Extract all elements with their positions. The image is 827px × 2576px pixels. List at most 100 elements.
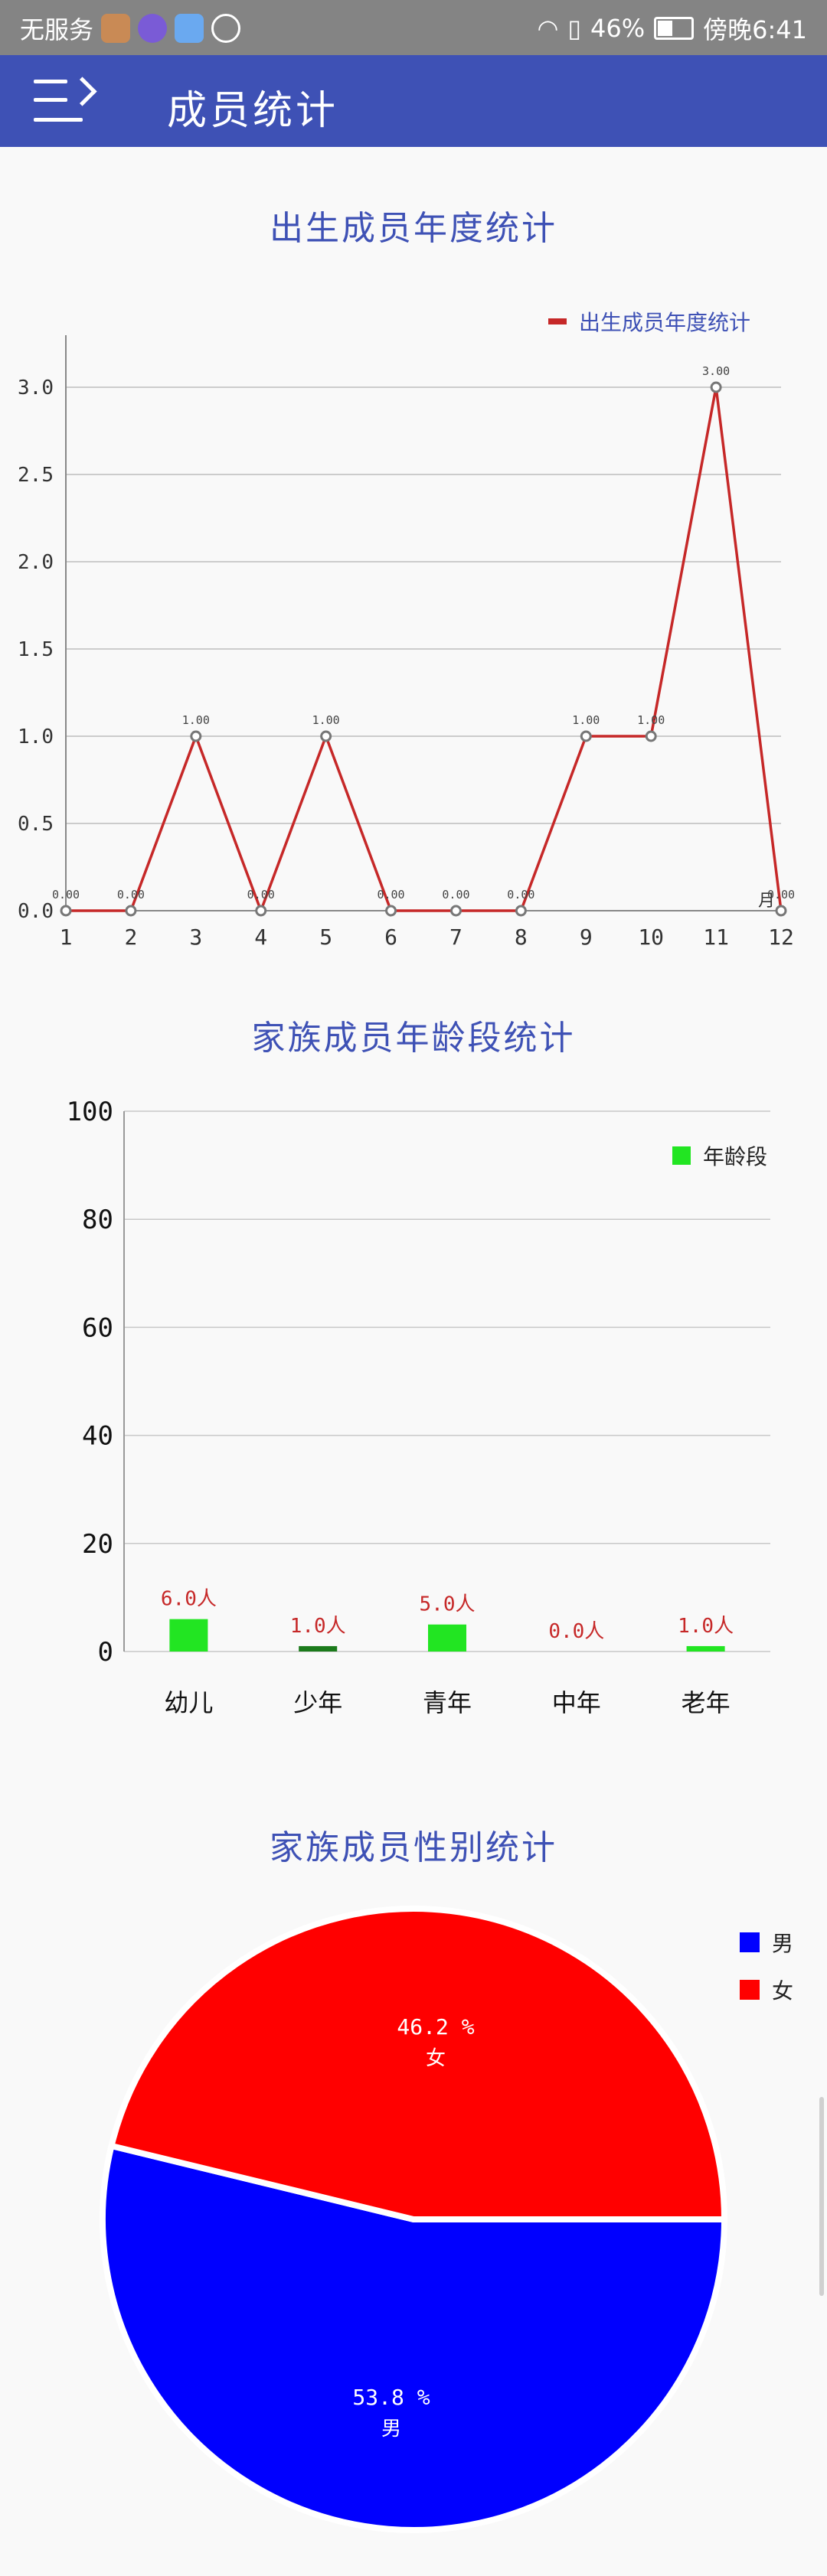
bar	[428, 1624, 466, 1652]
legend-item-male: 男	[740, 1927, 793, 1958]
y-tick-label: 0.5	[18, 813, 54, 836]
data-label: 1.00	[572, 713, 600, 727]
x-tick-label: 少年	[293, 1688, 342, 1717]
y-tick-label: 3.0	[18, 377, 54, 399]
x-tick-label: 12	[768, 924, 794, 950]
battery-percent: 46%	[590, 14, 646, 43]
pie-slice	[100, 2142, 728, 2533]
carrier-text: 无服务	[20, 15, 94, 44]
x-tick-label: 9	[580, 924, 593, 950]
line-chart-legend: 出生成员年度统计	[548, 306, 750, 337]
data-point	[385, 905, 397, 917]
clock: 傍晚6:41	[703, 15, 807, 44]
data-label: 1.0人	[678, 1615, 734, 1638]
y-tick-label: 1.5	[18, 638, 54, 661]
battery-icon	[654, 17, 695, 40]
bar	[686, 1645, 725, 1652]
data-point	[710, 381, 722, 393]
legend-swatch	[672, 1146, 691, 1165]
x-tick-label: 7	[449, 924, 463, 950]
pie-chart: 53.8 % 男 46.2 % 女	[100, 1906, 728, 2533]
x-tick-label: 11	[703, 924, 729, 950]
slice-percent-label: 46.2 %	[397, 2014, 474, 2040]
legend-swatch	[740, 1980, 760, 2000]
x-tick-label: 4	[254, 924, 267, 950]
data-point	[645, 730, 657, 742]
pie-chart-legend: 男 女	[740, 1927, 793, 2005]
x-tick-label: 1	[60, 924, 73, 950]
legend-label: 女	[772, 1978, 794, 2004]
y-tick-label: 40	[82, 1421, 113, 1452]
data-label: 0.00	[247, 888, 275, 902]
data-point	[449, 905, 462, 917]
line-chart-title: 出生成员年度统计	[270, 209, 557, 248]
check-icon	[211, 14, 241, 43]
bar	[169, 1619, 208, 1652]
data-label: 5.0人	[420, 1593, 476, 1616]
bar	[299, 1645, 338, 1652]
data-point	[60, 905, 72, 917]
data-point	[320, 730, 332, 742]
data-point	[515, 905, 527, 917]
x-tick-label: 2	[124, 924, 137, 950]
slice-name-label: 男	[381, 2418, 401, 2441]
legend-label: 年龄段	[703, 1144, 768, 1169]
y-tick-label: 20	[82, 1529, 113, 1560]
data-label: 0.00	[52, 888, 80, 902]
x-tick-label: 幼儿	[164, 1688, 213, 1717]
data-point	[190, 730, 202, 742]
x-tick-label: 6	[384, 924, 397, 950]
y-tick-label: 2.0	[18, 551, 54, 574]
scrollbar[interactable]	[819, 2097, 824, 2296]
y-tick-label: 60	[82, 1312, 113, 1343]
x-axis-unit: 月	[758, 892, 775, 911]
x-tick-label: 5	[319, 924, 332, 950]
legend-swatch	[740, 1932, 760, 1952]
page-title: 成员统计	[167, 88, 339, 134]
app-bar: 成员统计	[0, 55, 827, 147]
music-icon	[175, 14, 204, 43]
bar-chart-legend: 年龄段	[672, 1140, 767, 1171]
data-point	[125, 905, 137, 917]
x-tick-label: 青年	[423, 1688, 472, 1717]
x-tick-label: 中年	[552, 1688, 601, 1717]
legend-label: 出生成员年度统计	[579, 310, 751, 335]
data-label: 0.00	[442, 888, 469, 902]
data-label: 0.0人	[548, 1620, 604, 1643]
y-tick-label: 100	[67, 1097, 113, 1127]
data-point	[255, 905, 267, 917]
data-label: 1.00	[637, 713, 665, 727]
app-notification-icon	[138, 14, 168, 43]
data-label: 1.00	[312, 713, 340, 727]
x-tick-label: 老年	[682, 1688, 731, 1717]
data-point	[580, 730, 592, 742]
menu-icon[interactable]	[34, 75, 97, 129]
y-tick-label: 0	[98, 1637, 113, 1668]
x-tick-label: 8	[515, 924, 528, 950]
data-label: 0.00	[117, 888, 145, 902]
pie-chart-title: 家族成员性别统计	[270, 1828, 557, 1867]
y-tick-label: 0.0	[18, 900, 54, 923]
series-line	[66, 386, 783, 915]
pie-slice	[107, 1906, 728, 2222]
data-label: 6.0人	[161, 1588, 217, 1611]
legend-swatch	[548, 318, 567, 324]
slice-name-label: 女	[426, 2047, 446, 2070]
line-chart: 0.00.51.01.52.02.53.01 2 3 4 5 6 7 8 9 10 11 12月0.0…	[18, 335, 795, 950]
y-tick-label: 1.0	[18, 726, 54, 748]
x-tick-label: 3	[189, 924, 202, 950]
x-tick-label: 10	[638, 924, 664, 950]
y-tick-label: 80	[82, 1205, 113, 1235]
y-tick-label: 2.5	[18, 464, 54, 487]
bar-chart-title: 家族成员年龄段统计	[251, 1019, 576, 1058]
notification-icon	[101, 14, 131, 43]
slice-percent-label: 53.8 %	[352, 2385, 430, 2410]
data-label: 0.00	[507, 888, 534, 902]
wifi-icon: ◠	[537, 14, 559, 43]
data-point	[775, 905, 787, 917]
data-label: 1.00	[182, 713, 210, 727]
data-label: 0.00	[377, 888, 404, 902]
data-label: 0.00	[767, 888, 795, 902]
legend-item-female: 女	[740, 1974, 793, 2005]
